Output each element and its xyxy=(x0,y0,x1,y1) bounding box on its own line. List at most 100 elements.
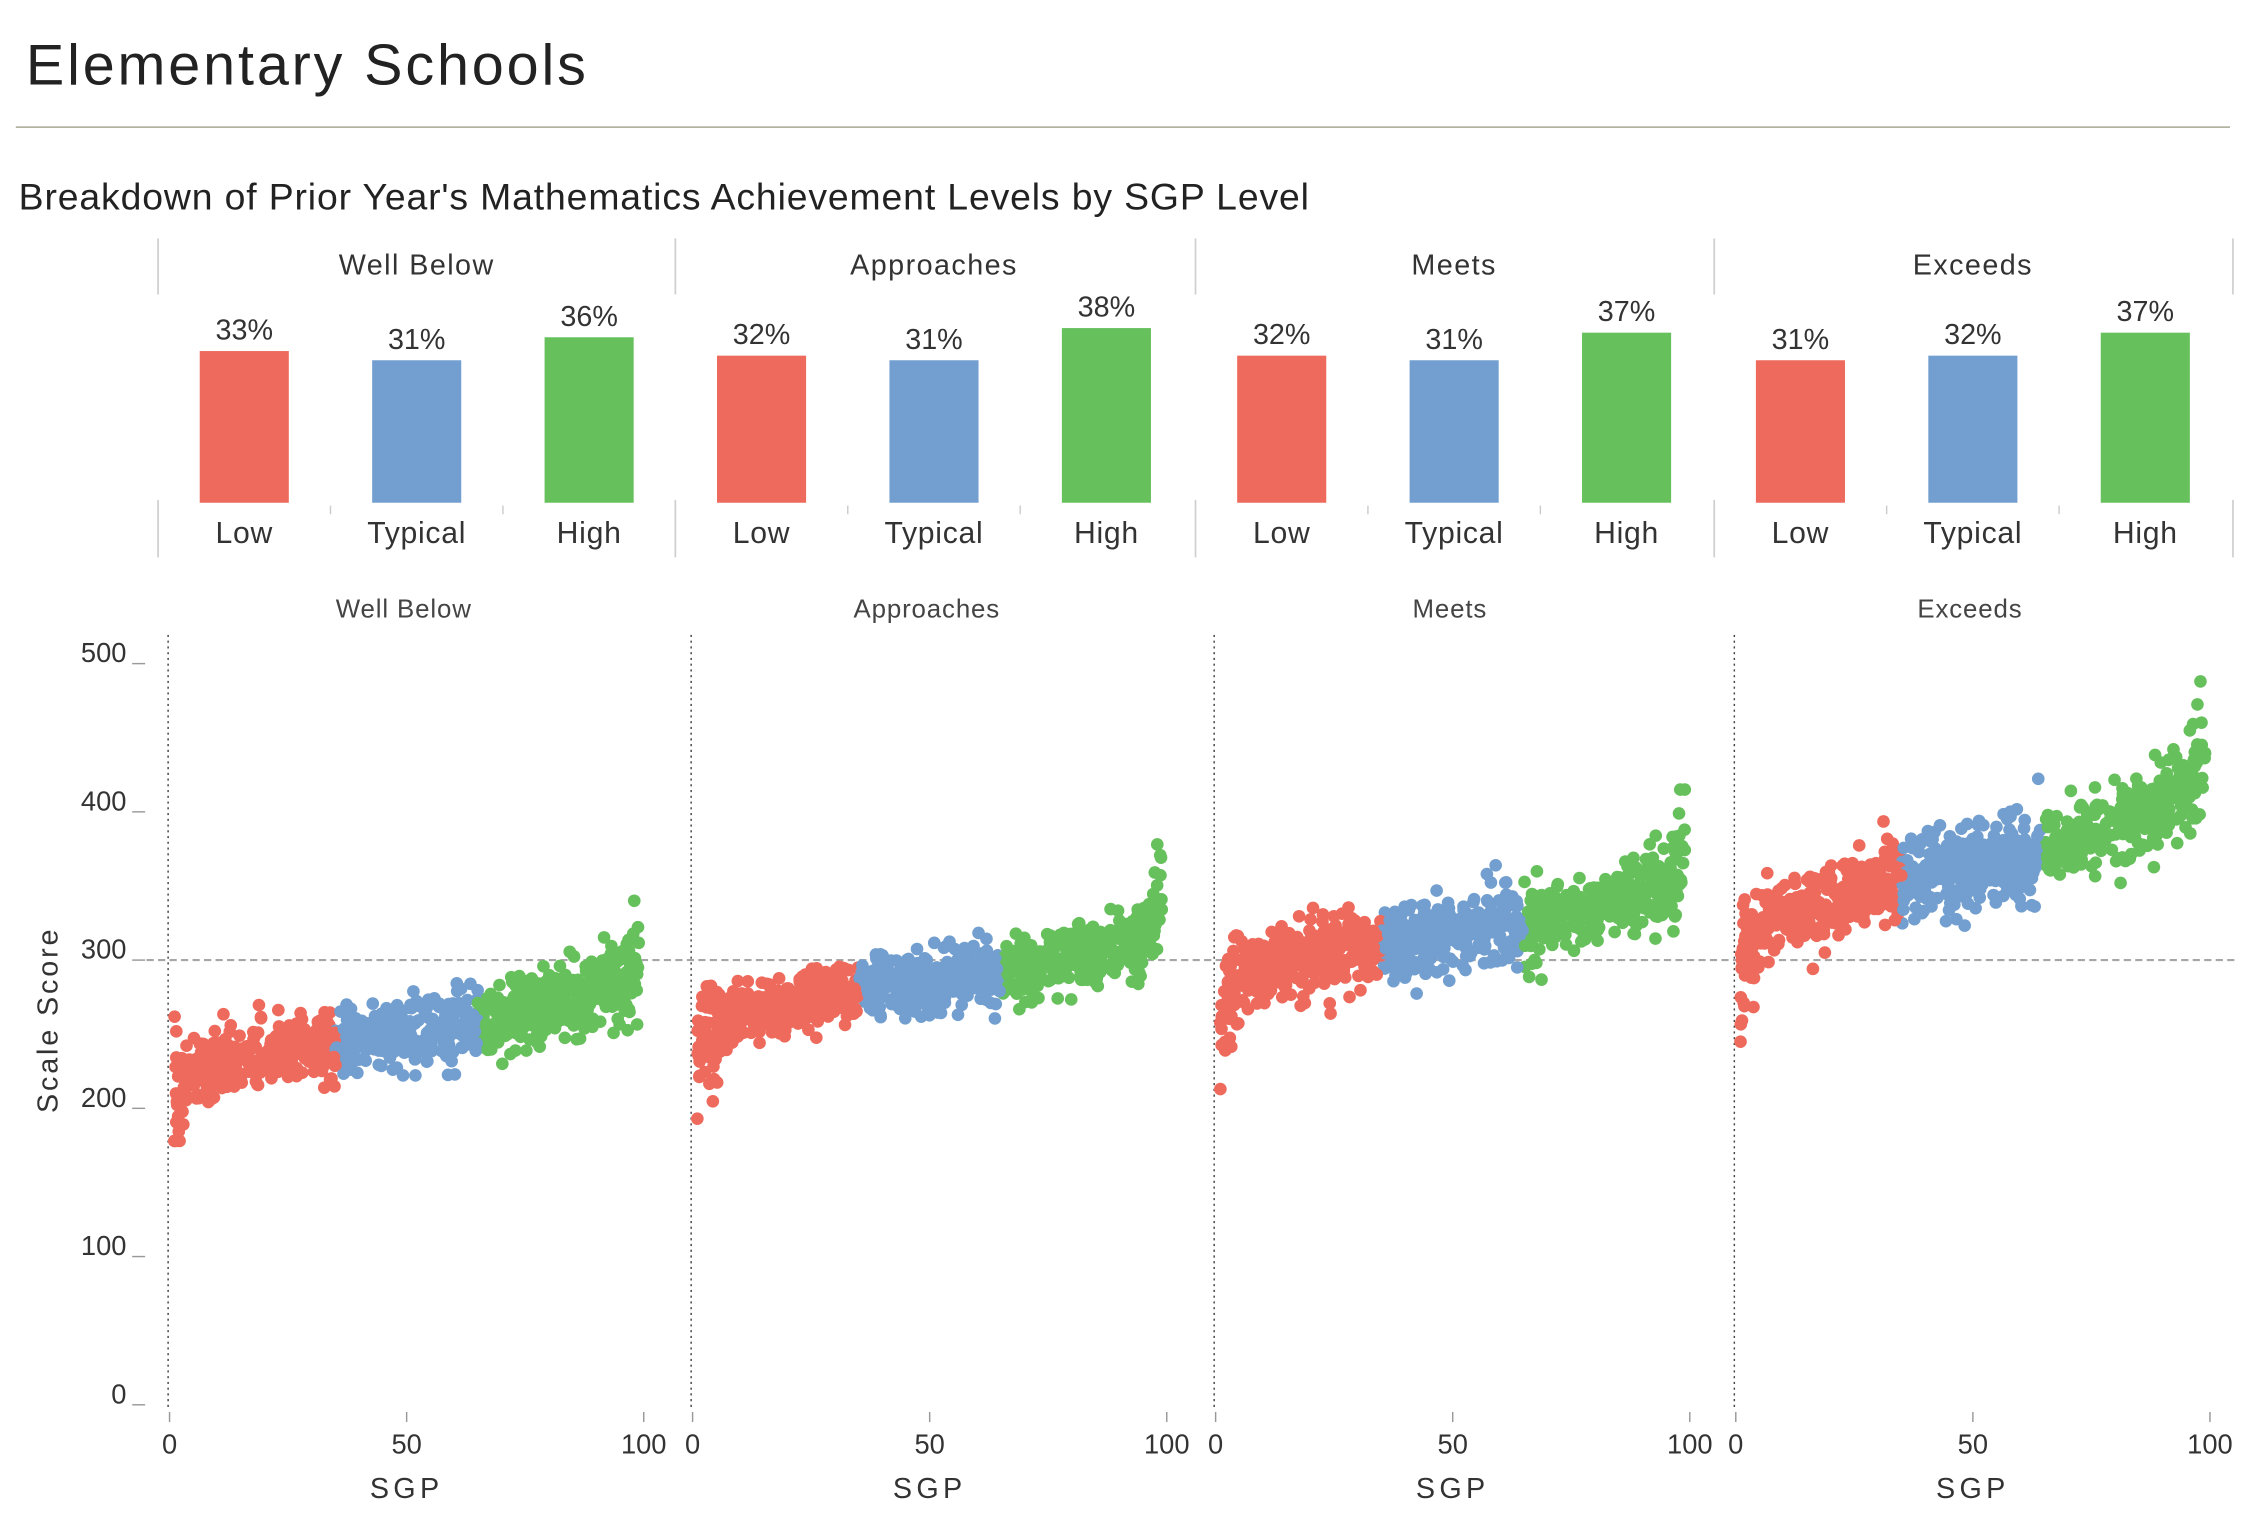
point-typical xyxy=(1452,917,1466,931)
point-high xyxy=(2060,815,2074,828)
point-high xyxy=(1017,934,1031,948)
point-low xyxy=(691,1112,704,1125)
point-high xyxy=(630,1018,644,1031)
point-typical xyxy=(330,1041,343,1054)
point-typical xyxy=(351,1066,364,1080)
point-low xyxy=(848,982,861,996)
y-tick-label: 300 xyxy=(81,934,127,965)
point-low xyxy=(798,994,812,1007)
point-low xyxy=(1367,940,1380,954)
point-high xyxy=(1678,823,1691,836)
point-high xyxy=(1154,851,1168,864)
point-low xyxy=(1835,921,1848,935)
point-typical xyxy=(1985,860,1999,873)
point-typical xyxy=(390,998,404,1012)
point-typical xyxy=(361,1017,375,1030)
point-high xyxy=(1109,926,1123,940)
point-high xyxy=(558,1031,572,1045)
point-typical xyxy=(409,1069,422,1082)
point-typical xyxy=(894,976,908,989)
point-typical xyxy=(910,989,924,1003)
point-high xyxy=(1655,908,1669,922)
point-typical xyxy=(1933,819,1947,832)
point-high xyxy=(1073,945,1087,958)
point-low xyxy=(1306,901,1320,915)
point-typical xyxy=(1431,917,1444,930)
point-typical xyxy=(1917,904,1930,918)
point-low xyxy=(1338,971,1352,984)
point-high xyxy=(2071,843,2084,856)
point-high xyxy=(520,1009,533,1022)
point-low xyxy=(251,1078,264,1091)
point-low xyxy=(796,1016,810,1029)
point-low xyxy=(765,998,779,1011)
point-high xyxy=(1627,927,1640,940)
point-low xyxy=(1868,873,1882,887)
point-low xyxy=(1323,968,1337,982)
point-high xyxy=(512,983,526,996)
point-low xyxy=(1323,997,1337,1010)
point-high xyxy=(2099,817,2113,830)
point-typical xyxy=(902,952,915,966)
bar-panel-header: Meets xyxy=(1411,249,1496,281)
point-high xyxy=(1576,909,1590,923)
point-typical xyxy=(467,1039,480,1053)
point-typical xyxy=(435,1044,448,1058)
point-typical xyxy=(1516,924,1529,937)
point-typical xyxy=(1997,876,2011,889)
point-low xyxy=(1292,909,1306,923)
point-high xyxy=(1550,880,1564,893)
point-low xyxy=(208,1024,222,1038)
point-high xyxy=(1573,871,1586,885)
point-low xyxy=(1311,964,1324,978)
point-high xyxy=(493,978,506,992)
point-typical xyxy=(946,972,959,986)
point-typical xyxy=(1943,829,1957,843)
point-typical xyxy=(1941,880,1955,894)
point-typical xyxy=(404,1036,418,1049)
bar-value-label: 31% xyxy=(388,324,445,356)
y-axis: 0 100 200 300 400 500 Scale Score xyxy=(32,637,146,1409)
point-low xyxy=(227,1080,241,1093)
point-typical xyxy=(1923,890,1937,904)
point-high xyxy=(1053,928,1067,942)
point-low xyxy=(1356,943,1369,957)
point-high xyxy=(2112,822,2126,836)
point-typical xyxy=(1436,962,1450,976)
point-typical xyxy=(455,1041,469,1055)
point-typical xyxy=(1494,895,1508,909)
point-low xyxy=(735,987,749,1000)
point-high xyxy=(1533,942,1546,956)
point-typical xyxy=(1442,974,1456,987)
point-high xyxy=(1667,925,1680,938)
bar-category-label: Typical xyxy=(885,517,984,550)
point-low xyxy=(1221,975,1235,988)
bar-high xyxy=(544,337,634,503)
point-low xyxy=(1370,968,1384,981)
point-high xyxy=(1001,969,1015,982)
point-typical xyxy=(1984,840,1998,854)
point-low xyxy=(283,1046,297,1060)
bar-panel-header: Approaches xyxy=(850,249,1018,281)
y-axis-title: Scale Score xyxy=(32,927,64,1113)
point-typical xyxy=(927,936,941,950)
point-low xyxy=(1753,957,1766,971)
bar-category-label: Typical xyxy=(1923,517,2022,550)
scatter-panel-header: Exceeds xyxy=(1917,596,2022,624)
point-typical xyxy=(865,1001,879,1015)
point-typical xyxy=(1424,951,1438,965)
bar-low xyxy=(1755,360,1845,503)
point-low xyxy=(1354,983,1367,997)
point-typical xyxy=(858,979,871,993)
point-low xyxy=(240,1039,253,1053)
point-high xyxy=(2042,845,2056,858)
bar-category-label: Typical xyxy=(367,517,466,550)
point-low xyxy=(190,1092,203,1105)
point-low xyxy=(733,1009,747,1022)
point-low xyxy=(817,967,830,981)
point-low xyxy=(1824,875,1837,889)
point-typical xyxy=(2019,874,2032,887)
point-typical xyxy=(938,985,952,999)
point-low xyxy=(1757,923,1771,937)
point-high xyxy=(1531,908,1545,922)
